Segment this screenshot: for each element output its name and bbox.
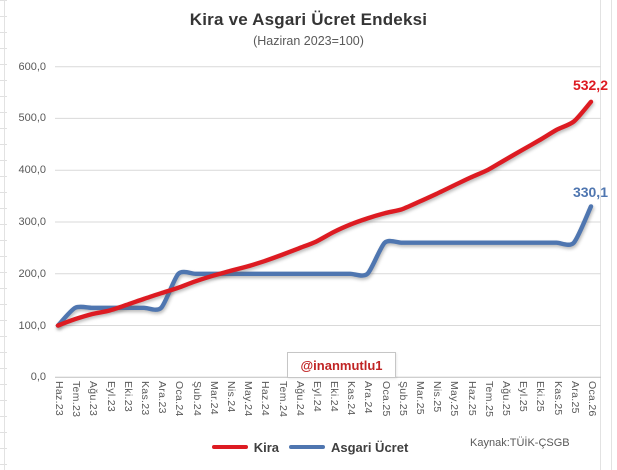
x-tick-label: Haz.23 (53, 381, 65, 417)
legend-label-kira: Kira (253, 439, 279, 455)
plot-area (55, 60, 601, 378)
kira-line (55, 99, 594, 328)
watermark-box: @inanmutlu1 (287, 352, 396, 378)
x-tick-label: Oca.24 (173, 381, 185, 417)
legend: Kira Asgari Ücret (160, 436, 460, 458)
x-tick-label: Ara.24 (362, 381, 374, 414)
chart-title: Kira ve Asgari Ücret Endeksi (189, 10, 428, 29)
x-tick-label: Nis.25 (431, 381, 443, 413)
x-tick-label: Eki.23 (122, 381, 134, 412)
chart-border-right (600, 0, 601, 470)
x-tick-label: Ağu.24 (294, 381, 306, 417)
x-tick-label: Ağu.25 (500, 381, 512, 417)
x-tick-label: Oca.25 (380, 381, 392, 417)
sheet-edge-line-left (4, 0, 5, 470)
x-tick-label: Kas.23 (139, 381, 151, 416)
asgari-ucret-end-value-label: 330,1 (572, 184, 608, 200)
x-tick-label: Oca.26 (586, 381, 598, 417)
x-tick-label: Eyl.23 (105, 381, 117, 412)
y-tick-label: 100,0 (18, 320, 46, 332)
legend-item-asgari-ucret: Asgari Ücret (288, 439, 409, 455)
x-tick-label: Mar.24 (208, 381, 220, 415)
y-tick-label: 300,0 (18, 216, 46, 228)
x-tick-label: May.24 (242, 381, 254, 417)
x-tick-label: Haz.24 (259, 381, 271, 417)
kira-end-value-label: 532,2 (572, 77, 608, 93)
y-tick-label: 200,0 (18, 268, 46, 280)
y-tick-label: 0,0 (30, 371, 46, 383)
x-tick-label: Tem.23 (70, 381, 82, 418)
kira-line-swatch (211, 444, 248, 450)
x-tick-label: Kas.24 (345, 381, 357, 416)
line-chart (55, 66, 601, 378)
x-tick-label: Tem.25 (483, 381, 495, 418)
chart-subtitle: (Haziran 2023=100) (253, 34, 364, 48)
x-tick-label: Mar.25 (414, 381, 426, 415)
x-tick-label: Haz.25 (466, 381, 478, 417)
sheet-edge-line-right (611, 0, 612, 470)
x-tick-label: Tem.24 (277, 381, 289, 418)
x-tick-label: Şub.24 (191, 381, 203, 417)
x-tick-label: Ara.25 (569, 381, 581, 414)
x-tick-label: Ara.23 (156, 381, 168, 414)
sheet-edge-ticks (0, 0, 7, 470)
y-tick-label: 400,0 (18, 164, 46, 176)
x-tick-label: Eyl.24 (311, 381, 323, 412)
y-tick-label: 500,0 (18, 112, 46, 124)
x-tick-label: Kas.25 (552, 381, 564, 416)
legend-item-kira: Kira (211, 439, 279, 455)
x-tick-label: Eki.24 (328, 381, 340, 412)
asgari-ucret-line-swatch (288, 444, 325, 450)
x-tick-label: May.25 (448, 381, 460, 417)
x-tick-label: Eki.25 (534, 381, 546, 412)
asgari-ucret-line (55, 204, 594, 328)
x-tick-label: Eyl.25 (517, 381, 529, 412)
x-tick-label: Ağu.23 (87, 381, 99, 417)
x-tick-label: Şub.25 (397, 381, 409, 417)
source-note: Kaynak:TÜİK-ÇSGB (470, 437, 570, 449)
legend-label-asgari-ucret: Asgari Ücret (330, 439, 409, 455)
y-tick-label: 600,0 (18, 61, 46, 73)
watermark-text: @inanmutlu1 (300, 357, 383, 373)
x-tick-label: Nis.24 (225, 381, 237, 413)
